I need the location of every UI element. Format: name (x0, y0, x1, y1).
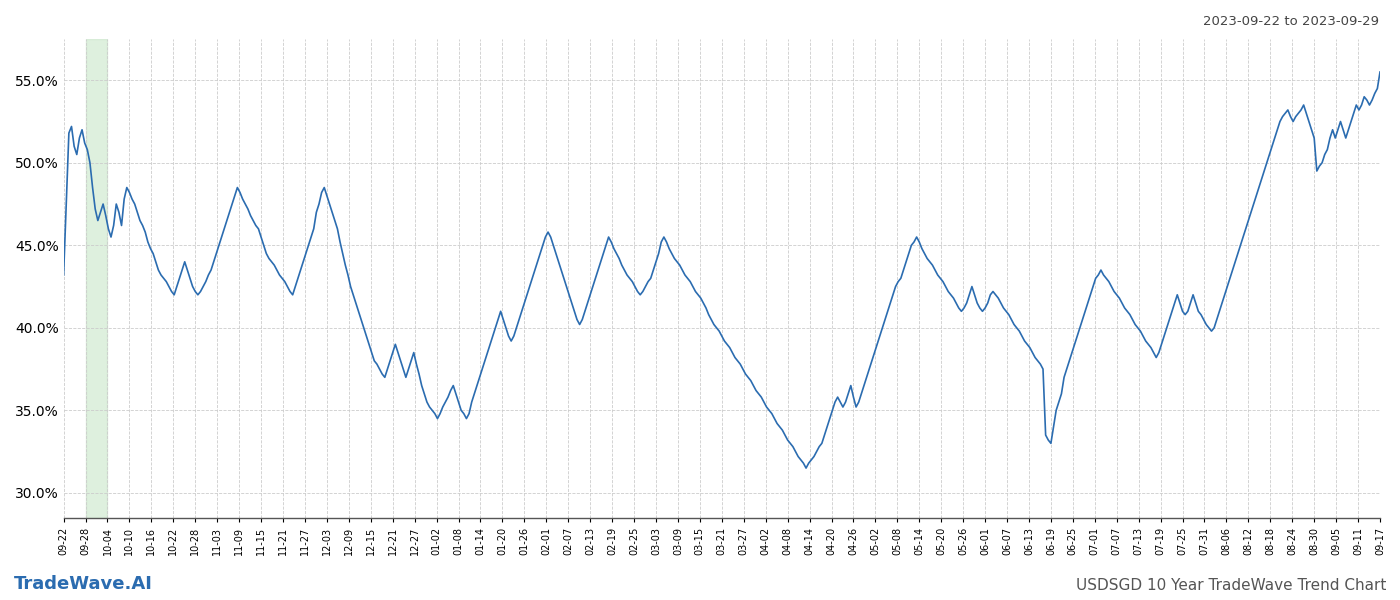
Text: 2023-09-22 to 2023-09-29: 2023-09-22 to 2023-09-29 (1203, 15, 1379, 28)
Text: USDSGD 10 Year TradeWave Trend Chart: USDSGD 10 Year TradeWave Trend Chart (1075, 578, 1386, 593)
Text: TradeWave.AI: TradeWave.AI (14, 575, 153, 593)
Bar (85, 39, 108, 518)
